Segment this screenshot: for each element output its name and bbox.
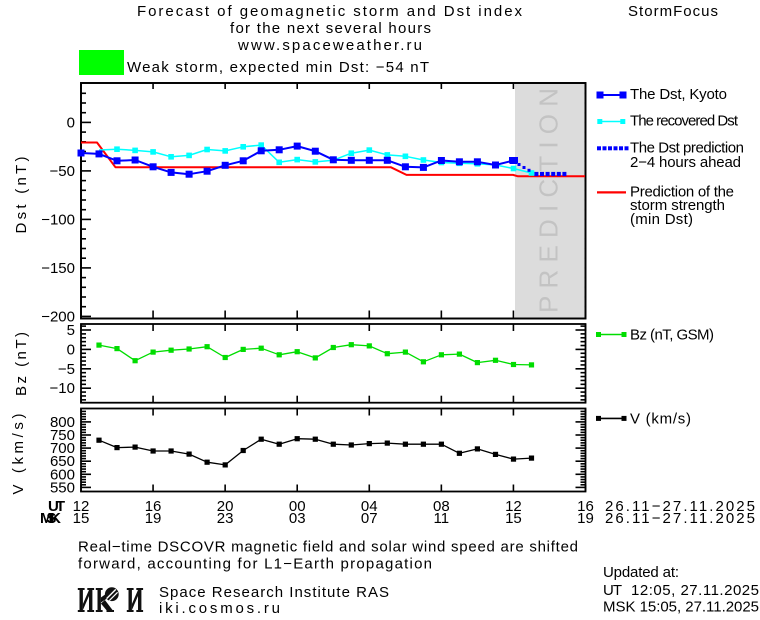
svg-text:750: 750 — [50, 427, 75, 444]
svg-text:11: 11 — [434, 510, 450, 527]
svg-text:The Dst, Kyoto: The Dst, Kyoto — [630, 86, 727, 103]
svg-text:15: 15 — [505, 510, 522, 527]
svg-text:12: 12 — [505, 498, 522, 515]
svg-text:−150: −150 — [41, 260, 75, 277]
svg-text:forward, accounting for L1−Ear: forward, accounting for L1−Earth propaga… — [78, 556, 432, 573]
svg-text:0: 0 — [67, 341, 75, 358]
svg-text:www.spaceweather.ru: www.spaceweather.ru — [237, 37, 422, 54]
svg-text:The recovered Dst: The recovered Dst — [630, 113, 739, 130]
svg-text:650: 650 — [50, 453, 75, 470]
svg-text:Bz (nT, GSM): Bz (nT, GSM) — [630, 327, 714, 344]
svg-text:2−4 hours ahead: 2−4 hours ahead — [630, 154, 741, 171]
svg-text:−200: −200 — [41, 308, 75, 325]
svg-text:00: 00 — [289, 498, 306, 515]
svg-text:Prediction of the: Prediction of the — [630, 183, 734, 200]
svg-text:−50: −50 — [50, 163, 75, 180]
svg-text:Weak storm, expected min Dst:: Weak storm, expected min Dst: −54 nT — [127, 59, 429, 76]
svg-text:16: 16 — [145, 498, 162, 515]
svg-text:800: 800 — [50, 414, 75, 431]
svg-text:15: 15 — [73, 510, 90, 527]
svg-text:04: 04 — [361, 498, 378, 515]
svg-text:iki.cosmos.ru: iki.cosmos.ru — [159, 600, 280, 617]
svg-text:Updated at:: Updated at: — [603, 564, 679, 581]
svg-text:23: 23 — [217, 510, 234, 527]
svg-text:UT: UT — [48, 498, 65, 515]
svg-text:The Dst prediction: The Dst prediction — [630, 140, 744, 157]
svg-text:26.11−27.11.2025: 26.11−27.11.2025 — [605, 510, 755, 527]
svg-text:07: 07 — [361, 510, 378, 527]
svg-text:Bz (nT): Bz (nT) — [13, 332, 30, 396]
svg-text:600: 600 — [50, 466, 75, 483]
svg-text:12:05, 27.11.2025: 12:05, 27.11.2025 — [631, 582, 759, 599]
svg-text:Space Research Institute RAS: Space Research Institute RAS — [159, 584, 389, 601]
svg-text:19: 19 — [145, 510, 162, 527]
svg-text:−100: −100 — [41, 211, 75, 228]
svg-text:26.11−27.11.2025: 26.11−27.11.2025 — [605, 498, 755, 515]
svg-text:Real−time DSCOVR magnetic fiel: Real−time DSCOVR magnetic field and sola… — [78, 539, 578, 556]
svg-text:08: 08 — [433, 498, 450, 515]
svg-text:MSK 15:05, 27.11.2025: MSK 15:05, 27.11.2025 — [603, 599, 759, 616]
svg-text:UT: UT — [603, 582, 622, 599]
svg-text:storm strength: storm strength — [630, 197, 725, 214]
svg-text:−10: −10 — [50, 380, 75, 397]
svg-text:12: 12 — [73, 498, 90, 515]
svg-text:700: 700 — [50, 440, 75, 457]
svg-text:5: 5 — [67, 322, 75, 339]
svg-text:20: 20 — [217, 498, 234, 515]
svg-text:16: 16 — [577, 498, 594, 515]
svg-text:(min Dst): (min Dst) — [630, 211, 693, 228]
svg-text:StormFocus: StormFocus — [628, 3, 718, 20]
svg-text:550: 550 — [50, 479, 75, 496]
svg-text:−5: −5 — [58, 361, 75, 378]
svg-text:0: 0 — [67, 114, 75, 131]
svg-text:MSK: MSK — [40, 510, 61, 527]
svg-text:for the next several hours: for the next several hours — [230, 20, 431, 37]
svg-text:19: 19 — [577, 510, 594, 527]
svg-text:03: 03 — [289, 510, 306, 527]
svg-text:V (km/s): V (km/s) — [630, 410, 691, 427]
